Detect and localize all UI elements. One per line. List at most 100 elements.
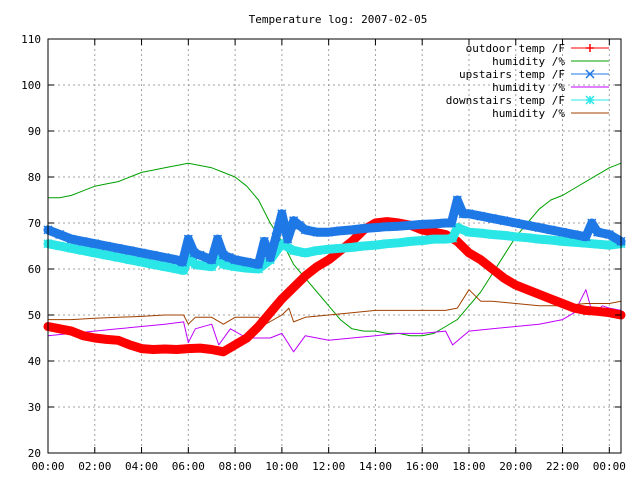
data-point <box>587 218 597 228</box>
data-point <box>78 236 88 246</box>
data-point <box>78 246 88 256</box>
data-point <box>177 257 188 267</box>
data-point <box>172 345 181 354</box>
data-point <box>534 234 544 244</box>
x-tick-label: 06:00 <box>172 460 205 473</box>
data-point <box>289 216 299 226</box>
data-point <box>79 331 88 340</box>
x-tick-label: 00:00 <box>593 460 626 473</box>
data-point <box>312 262 321 271</box>
y-tick-label: 110 <box>21 33 41 46</box>
y-tick-label: 40 <box>28 355 41 368</box>
data-point <box>535 290 544 299</box>
y-tick-label: 100 <box>21 79 41 92</box>
data-point <box>179 265 189 275</box>
data-point <box>125 340 134 349</box>
data-point <box>569 229 579 240</box>
x-tick-label: 22:00 <box>546 460 579 473</box>
data-point <box>90 248 100 258</box>
legend-label: downstairs temp /F <box>446 94 565 107</box>
legend-label: humidity /% <box>492 55 565 68</box>
data-point <box>581 232 591 242</box>
data-point <box>218 250 228 260</box>
data-point <box>511 218 521 228</box>
data-point <box>464 227 474 237</box>
y-tick-label: 50 <box>28 309 41 322</box>
data-point <box>66 234 76 244</box>
x-tick-label: 12:00 <box>312 460 345 473</box>
data-point <box>149 345 158 354</box>
data-point <box>370 240 380 250</box>
data-point <box>488 265 497 273</box>
data-point <box>195 260 205 270</box>
data-point <box>335 243 345 253</box>
legend-marker <box>585 95 595 105</box>
x-tick-label: 04:00 <box>125 460 158 473</box>
data-point <box>231 340 240 349</box>
y-tick-label: 80 <box>28 171 41 184</box>
data-point <box>448 233 458 243</box>
data-point <box>335 226 345 236</box>
data-point <box>148 259 158 269</box>
data-point <box>90 334 99 342</box>
data-point <box>476 255 485 264</box>
data-point <box>429 219 439 229</box>
data-point <box>266 308 275 317</box>
data-point <box>464 209 474 219</box>
data-point <box>172 255 182 265</box>
x-tick-label: 00:00 <box>31 460 64 473</box>
data-point <box>347 242 357 252</box>
data-point <box>160 252 170 263</box>
data-point <box>546 235 556 245</box>
data-point <box>300 225 310 235</box>
data-point <box>382 239 392 249</box>
data-point <box>101 241 111 251</box>
data-point <box>195 250 205 260</box>
data-point <box>224 252 234 263</box>
data-point <box>196 344 205 353</box>
data-point <box>593 307 602 316</box>
y-tick-label: 30 <box>28 401 41 414</box>
series-line-3 <box>47 289 622 353</box>
legend-entry: outdoor temp /F <box>466 42 609 55</box>
data-point <box>289 283 298 292</box>
data-point <box>523 285 532 294</box>
data-point <box>137 257 147 267</box>
data-point <box>207 345 216 354</box>
data-point <box>476 211 486 221</box>
data-point <box>114 336 123 345</box>
data-point <box>570 304 579 313</box>
data-point <box>499 230 509 240</box>
data-point <box>242 334 251 342</box>
data-point <box>66 243 76 253</box>
legend-entry: humidity /% <box>492 81 609 94</box>
x-tick-label: 02:00 <box>78 460 111 473</box>
data-point <box>148 250 158 260</box>
data-point <box>452 195 462 205</box>
data-point <box>301 271 310 280</box>
data-point <box>370 223 380 233</box>
data-point <box>394 238 404 248</box>
data-point <box>254 322 263 331</box>
data-point <box>55 229 65 240</box>
data-point <box>242 257 252 267</box>
data-point <box>522 233 532 243</box>
data-point <box>283 234 293 244</box>
data-point <box>294 220 304 230</box>
data-point <box>113 252 123 263</box>
data-point <box>558 236 568 246</box>
y-tick-label: 20 <box>28 447 41 460</box>
data-point <box>300 248 310 258</box>
legend-entry: humidity /% <box>492 107 609 120</box>
data-point <box>207 255 217 265</box>
data-point <box>581 306 590 315</box>
data-point <box>522 220 532 230</box>
data-point <box>137 344 146 353</box>
data-point <box>324 227 334 237</box>
legend-marker <box>585 69 595 79</box>
data-point <box>569 237 579 247</box>
data-point <box>160 345 169 354</box>
data-point <box>487 229 497 240</box>
